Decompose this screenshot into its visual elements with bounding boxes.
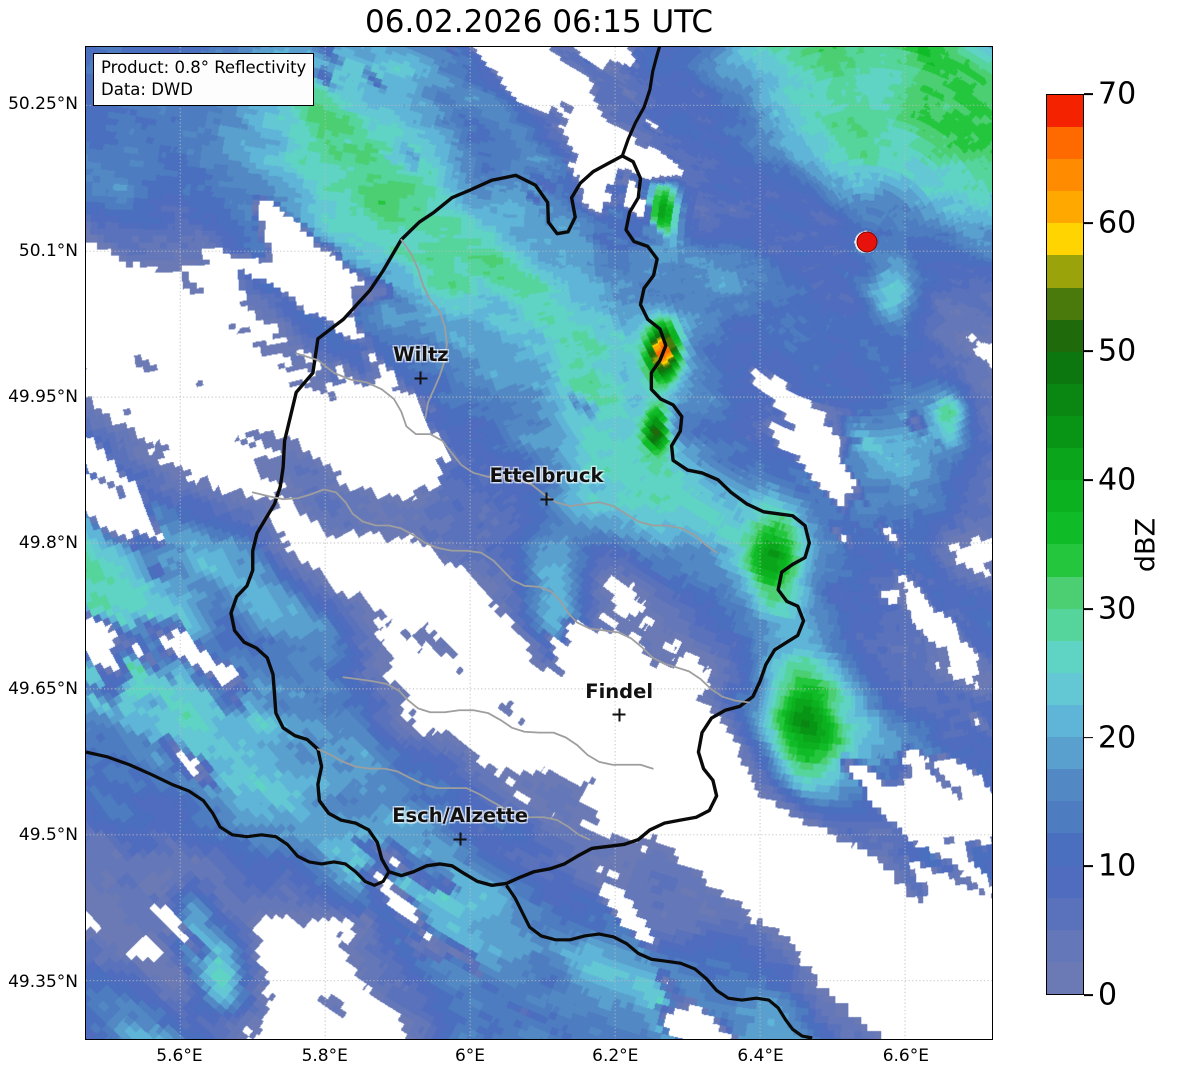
- colorbar-tick-label: 70: [1098, 76, 1137, 112]
- latitude-tick-label: 50.1°N: [18, 240, 78, 261]
- colorbar-band: [1047, 929, 1083, 962]
- colorbar-band: [1047, 480, 1083, 513]
- colorbar-tick-label: 30: [1098, 591, 1137, 627]
- district-boundary: [342, 676, 654, 770]
- colorbar-tick: [1084, 865, 1093, 868]
- colorbar[interactable]: 0 10 20 30 40 50 60 70: [1046, 77, 1136, 1013]
- figure-title: 06.02.2026 06:15 UTC: [365, 4, 713, 40]
- product-line: Product: 0.8° Reflectivity: [101, 58, 307, 77]
- luxembourg-border: [229, 154, 811, 888]
- colorbar-tick-label: 20: [1098, 720, 1137, 756]
- colorbar-gradient: [1046, 94, 1084, 995]
- colorbar-band: [1047, 865, 1083, 898]
- border-northeast: [620, 47, 662, 157]
- colorbar-tick: [1084, 994, 1093, 996]
- colorbar-tick-label: 60: [1098, 205, 1137, 241]
- data-source-line: Data: DWD: [101, 79, 193, 99]
- belgium-france-border-west: [86, 750, 391, 887]
- colorbar-tick: [1084, 479, 1093, 482]
- colorbar-band: [1047, 769, 1083, 802]
- district-boundary: [295, 352, 718, 554]
- colorbar-band: [1047, 287, 1083, 320]
- district-boundary: [316, 748, 591, 841]
- latitude-tick-label: 49.65°N: [8, 679, 78, 700]
- colorbar-band: [1047, 319, 1083, 352]
- colorbar-band: [1047, 448, 1083, 481]
- colorbar-band: [1047, 255, 1083, 288]
- colorbar-tick-label: 10: [1098, 848, 1137, 884]
- colorbar-band: [1047, 544, 1083, 577]
- colorbar-tick: [1084, 736, 1093, 739]
- colorbar-band: [1047, 672, 1083, 706]
- latitude-tick-label: 49.5°N: [18, 825, 78, 846]
- latitude-tick-label: 49.35°N: [8, 971, 78, 992]
- colorbar-band: [1047, 351, 1083, 384]
- map-overlay: [86, 47, 992, 1039]
- latitude-tick-label: 49.8°N: [18, 533, 78, 553]
- longitude-tick-label: 6.2°E: [592, 1046, 639, 1066]
- colorbar-tick: [1084, 350, 1093, 353]
- latitude-tick-label: 49.95°N: [8, 386, 78, 407]
- colorbar-band: [1047, 94, 1083, 128]
- colorbar-band: [1047, 897, 1083, 930]
- colorbar-tick-label: 40: [1098, 462, 1137, 498]
- longitude-tick-label: 5.6°E: [156, 1046, 203, 1066]
- radar-station-icon: [856, 231, 878, 253]
- longitude-tick-label: 6.4°E: [737, 1046, 784, 1066]
- colorbar-band: [1047, 961, 1083, 994]
- colorbar-tick-label: 50: [1098, 333, 1137, 369]
- colorbar-band: [1047, 737, 1083, 770]
- colorbar-band: [1047, 608, 1083, 641]
- longitude-tick-label: 6°E: [454, 1046, 486, 1066]
- latitude-axis: 50.25°N 50.1°N 49.95°N 49.8°N 49.65°N 49.5°N 4…: [0, 0, 78, 1081]
- district-boundary: [251, 488, 654, 659]
- colorbar-tick: [1084, 221, 1093, 224]
- colorbar-band: [1047, 159, 1083, 192]
- colorbar-band: [1047, 383, 1083, 417]
- radar-map-panel[interactable]: Product: 0.8° Reflectivity Data: DWD Wil…: [85, 46, 993, 1040]
- colorbar-band: [1047, 833, 1083, 866]
- district-boundary: [651, 656, 751, 704]
- colorbar-band: [1047, 640, 1083, 673]
- longitude-tick-label: 5.8°E: [301, 1046, 348, 1066]
- colorbar-axis-label: dBZ: [1130, 517, 1162, 573]
- longitude-tick-label: 6.6°E: [882, 1046, 929, 1066]
- colorbar-tick: [1084, 607, 1093, 610]
- colorbar-tick-label: 0: [1098, 977, 1118, 1013]
- colorbar-tick: [1084, 93, 1093, 95]
- colorbar-band: [1047, 416, 1083, 449]
- colorbar-band: [1047, 191, 1083, 224]
- latitude-tick-label: 50.25°N: [8, 94, 78, 115]
- colorbar-band: [1047, 705, 1083, 738]
- colorbar-band: [1047, 512, 1083, 545]
- colorbar-band: [1047, 127, 1083, 160]
- product-info-box: Product: 0.8° Reflectivity Data: DWD: [93, 53, 315, 106]
- colorbar-band: [1047, 223, 1083, 256]
- district-boundary: [400, 238, 448, 420]
- colorbar-band: [1047, 801, 1083, 834]
- colorbar-band: [1047, 576, 1083, 609]
- france-germany-border-south: [505, 884, 813, 1039]
